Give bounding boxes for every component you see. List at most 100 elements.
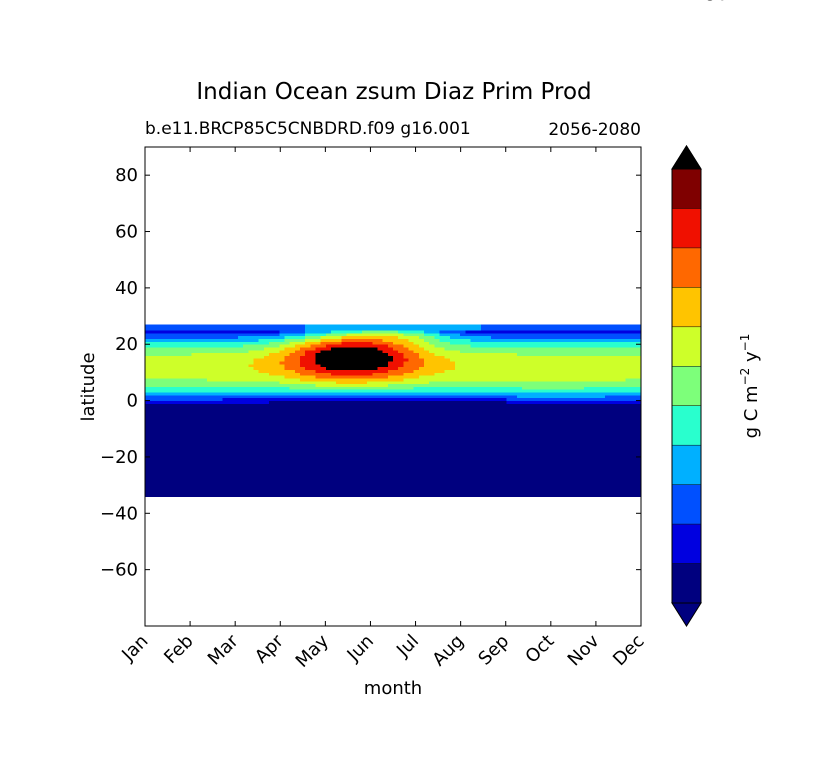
heatmap-cell <box>150 409 156 413</box>
heatmap-cell <box>176 476 182 480</box>
heatmap-cell <box>610 397 616 401</box>
heatmap-cell <box>243 473 249 478</box>
heatmap-cell <box>491 369 497 373</box>
heatmap-cell <box>289 440 296 444</box>
heatmap-cell <box>418 363 425 368</box>
heatmap-cell <box>635 392 641 396</box>
heatmap-cell <box>201 434 208 438</box>
heatmap-cell <box>449 431 456 435</box>
heatmap-cell <box>501 451 508 455</box>
heatmap-cell <box>243 448 249 452</box>
heatmap-cell <box>248 476 254 480</box>
heatmap-cell <box>470 411 477 416</box>
heatmap-cell <box>387 423 394 427</box>
heatmap-cell <box>165 411 172 416</box>
heatmap-cell <box>258 440 265 444</box>
heatmap-cell <box>155 403 161 407</box>
heatmap-cell <box>439 349 446 354</box>
heatmap-cell <box>568 428 575 432</box>
heatmap-cell <box>248 417 254 421</box>
heatmap-cell <box>635 389 641 393</box>
heatmap-cell <box>367 392 373 396</box>
heatmap-cell <box>615 403 621 407</box>
heatmap-cell <box>491 442 497 447</box>
heatmap-cell <box>310 394 316 399</box>
heatmap-cell <box>480 372 487 376</box>
heatmap-cell <box>372 361 378 365</box>
heatmap-cell <box>351 462 358 466</box>
heatmap-cell <box>227 473 234 478</box>
heatmap-cell <box>553 445 559 449</box>
heatmap-cell <box>289 349 296 354</box>
heatmap-cell <box>186 361 192 365</box>
heatmap-cell <box>460 361 466 365</box>
heatmap-cell <box>331 372 337 376</box>
heatmap-cell <box>227 428 234 432</box>
heatmap-cell <box>196 420 203 424</box>
heatmap-cell <box>486 490 492 494</box>
heatmap-cell <box>527 437 533 441</box>
heatmap-cell <box>610 386 616 390</box>
heatmap-cell <box>393 445 399 449</box>
heatmap-cell <box>511 378 518 382</box>
heatmap-cell <box>341 431 347 435</box>
heatmap-cell <box>300 423 306 427</box>
heatmap-cell <box>620 349 626 354</box>
heatmap-cell <box>263 403 270 407</box>
heatmap-cell <box>170 372 177 376</box>
heatmap-cell <box>610 372 616 376</box>
heatmap-cell <box>320 383 327 387</box>
heatmap-cell <box>558 442 564 447</box>
heatmap-cell <box>527 479 533 483</box>
heatmap-cell <box>532 349 539 354</box>
heatmap-cell <box>212 465 218 469</box>
heatmap-cell <box>537 437 544 441</box>
heatmap-cell <box>568 468 575 472</box>
heatmap-cell <box>563 493 570 497</box>
heatmap-cell <box>527 490 533 494</box>
heatmap-cell <box>511 471 518 475</box>
heatmap-cell <box>145 349 151 354</box>
heatmap-cell <box>300 462 306 466</box>
heatmap-cell <box>372 383 378 387</box>
heatmap-cell <box>579 459 585 463</box>
heatmap-cell <box>191 363 198 368</box>
heatmap-cell <box>470 403 477 407</box>
heatmap-cell <box>486 363 492 368</box>
heatmap-cell <box>563 456 570 461</box>
heatmap-cell <box>367 445 373 449</box>
heatmap-cell <box>480 394 487 399</box>
heatmap-cell <box>222 386 229 390</box>
heatmap-cell <box>274 409 280 413</box>
heatmap-cell <box>222 482 229 486</box>
heatmap-cell <box>243 485 249 489</box>
heatmap-cell <box>305 456 311 461</box>
heatmap-cell <box>403 440 409 444</box>
heatmap-cell <box>196 485 203 489</box>
heatmap-cell <box>155 363 161 368</box>
heatmap-cell <box>212 386 218 390</box>
heatmap-cell <box>537 372 544 376</box>
heatmap-cell <box>579 428 585 432</box>
heatmap-cell <box>486 485 492 489</box>
heatmap-cell <box>589 487 595 492</box>
heatmap-cell <box>279 414 285 418</box>
heatmap-cell <box>279 493 285 497</box>
heatmap-cell <box>325 428 332 432</box>
heatmap-cell <box>165 358 172 362</box>
heatmap-cell <box>439 454 446 458</box>
heatmap-cell <box>181 369 187 373</box>
heatmap-cell <box>160 358 167 362</box>
heatmap-cell <box>424 411 430 416</box>
heatmap-cell <box>377 479 384 483</box>
heatmap-cell <box>584 386 590 390</box>
heatmap-cell <box>548 358 554 362</box>
heatmap-cell <box>558 361 564 365</box>
heatmap-cell <box>408 451 415 455</box>
heatmap-cell <box>294 487 301 492</box>
heatmap-cell <box>470 434 477 438</box>
heatmap-cell <box>269 375 275 379</box>
heatmap-cell <box>294 490 301 494</box>
heatmap-cell <box>186 428 192 432</box>
heatmap-cell <box>491 403 497 407</box>
